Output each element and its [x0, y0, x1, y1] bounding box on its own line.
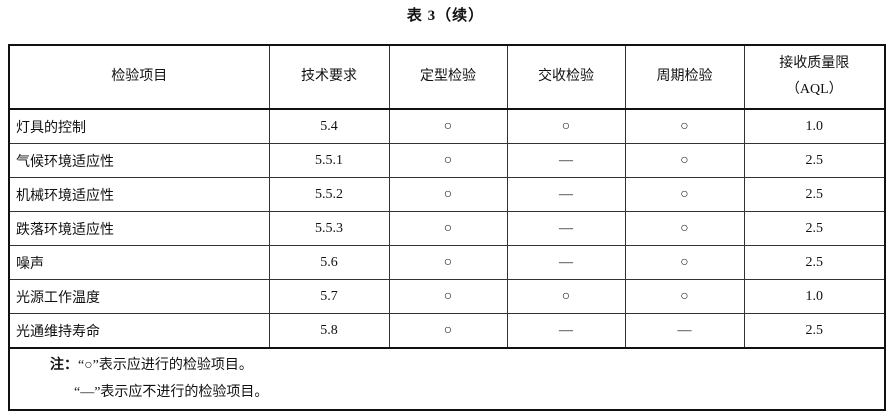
cell-requirement: 5.5.3 [268, 211, 390, 246]
note-line-2: “—”表示应不进行的检验项目。 [74, 385, 269, 400]
cell-periodic-test: ○ [624, 108, 745, 144]
cell-acceptance-test: — [506, 211, 626, 246]
header-requirement: 技术要求 [268, 44, 390, 110]
cell-type-test: ○ [388, 245, 508, 280]
notes-cell: 注：“○”表示应进行的检验项目。 “—”表示应不进行的检验项目。 [8, 347, 886, 411]
cell-periodic-test: ○ [624, 245, 745, 280]
table-row: 光源工作温度 5.7 ○ ○ ○ 1.0 [8, 279, 886, 314]
cell-item: 噪声 [8, 245, 270, 280]
cell-acceptance-test: — [506, 313, 626, 349]
cell-aql: 2.5 [743, 211, 886, 246]
cell-acceptance-test: — [506, 245, 626, 280]
cell-item: 光源工作温度 [8, 279, 270, 314]
cell-periodic-test: ○ [624, 177, 745, 212]
cell-item: 气候环境适应性 [8, 143, 270, 178]
header-periodic-test: 周期检验 [624, 44, 745, 110]
table-body: 灯具的控制 5.4 ○ ○ ○ 1.0 气候环境适应性 5.5.1 ○ — ○ 2.5 机械环境适应性 5… [8, 108, 886, 349]
cell-acceptance-test: ○ [506, 279, 626, 314]
cell-type-test: ○ [388, 313, 508, 349]
cell-requirement: 5.6 [268, 245, 390, 280]
cell-type-test: ○ [388, 143, 508, 178]
header-aql-line1: 接收质量限 [779, 56, 850, 71]
cell-periodic-test: — [624, 313, 745, 349]
table-row: 光通维持寿命 5.8 ○ — —2.5 [8, 313, 886, 349]
cell-aql: 1.0 [743, 108, 886, 144]
table-row: 跌落环境适应性 5.5.3 ○ — ○ 2.5 [8, 211, 886, 246]
cell-requirement: 5.8 [268, 313, 390, 349]
cell-item: 灯具的控制 [8, 108, 270, 144]
cell-type-test: ○ [388, 211, 508, 246]
table-title: 表 3（续） [406, 8, 485, 24]
cell-requirement: 5.5.2 [268, 177, 390, 212]
cell-periodic-test: ○ [624, 279, 745, 314]
cell-requirement: 5.5.1 [268, 143, 390, 178]
cell-aql: 2.5 [743, 177, 886, 212]
cell-acceptance-test: — [506, 143, 626, 178]
table-row: 机械环境适应性 5.5.2 ○ — ○ 2.5 [8, 177, 886, 212]
notes-row: 注：“○”表示应进行的检验项目。 “—”表示应不进行的检验项目。 [8, 347, 886, 411]
cell-aql: 2.5 [743, 245, 886, 280]
cell-periodic-test: ○ [624, 211, 745, 246]
header-acceptance-test: 交收检验 [506, 44, 626, 110]
cell-type-test: ○ [388, 279, 508, 314]
table-row: 噪声 5.6 ○ — ○ 2.5 [8, 245, 886, 280]
notes-label: 注： [50, 358, 78, 373]
header-aql-line2: （AQL） [785, 82, 843, 97]
cell-acceptance-test: ○ [506, 108, 626, 144]
cell-item: 机械环境适应性 [8, 177, 270, 212]
inspection-table: 检验项目 技术要求 定型检验 交收检验 周期检验 接收质量限 （AQL） 灯具的控… [8, 44, 886, 411]
note-line-1: “○”表示应进行的检验项目。 [78, 358, 253, 373]
cell-aql: 2.5 [743, 313, 886, 349]
cell-type-test: ○ [388, 108, 508, 144]
cell-aql: 2.5 [743, 143, 886, 178]
cell-item: 跌落环境适应性 [8, 211, 270, 246]
header-type-test: 定型检验 [388, 44, 508, 110]
table-row: 灯具的控制 5.4 ○ ○ ○ 1.0 [8, 108, 886, 144]
cell-acceptance-test: — [506, 177, 626, 212]
header-item: 检验项目 [8, 44, 270, 110]
cell-requirement: 5.4 [268, 108, 390, 144]
header-aql: 接收质量限 （AQL） [743, 44, 886, 110]
table-row: 气候环境适应性 5.5.1 ○ — ○ 2.5 [8, 143, 886, 178]
header-row: 检验项目 技术要求 定型检验 交收检验 周期检验 接收质量限 （AQL） [8, 44, 886, 110]
cell-type-test: ○ [388, 177, 508, 212]
cell-aql: 1.0 [743, 279, 886, 314]
cell-item: 光通维持寿命 [8, 313, 270, 349]
cell-periodic-test: ○ [624, 143, 745, 178]
cell-requirement: 5.7 [268, 279, 390, 314]
